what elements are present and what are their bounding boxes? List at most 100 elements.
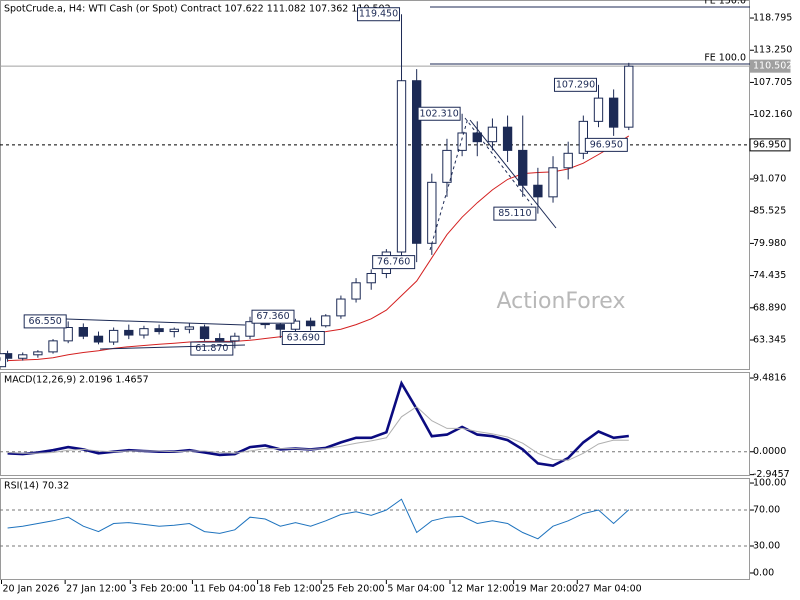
price-label: 59.870	[0, 355, 1, 366]
candle-body	[366, 272, 376, 284]
price-label-box	[0, 353, 7, 368]
rsi-panel	[0, 478, 750, 580]
trend-line	[429, 117, 469, 251]
candle-body	[321, 315, 331, 327]
panel-title: MACD(12,26,9) 2.0196 1.4657	[4, 375, 149, 386]
candle-body	[563, 152, 573, 169]
price-label: 66.550	[29, 316, 62, 327]
y-tick-label: 102.160	[753, 109, 792, 120]
candle-body	[533, 184, 543, 198]
candle-body	[108, 329, 119, 343]
y-tick-label: 107.705	[753, 77, 792, 88]
candle-body	[518, 149, 528, 186]
candle-body	[548, 167, 558, 198]
price-label-box	[23, 314, 67, 329]
level-label: 110.502	[753, 61, 792, 72]
candle-body	[18, 354, 28, 359]
candle-body	[608, 97, 619, 128]
candle-body	[154, 328, 164, 333]
trend-line	[464, 117, 533, 206]
candle-body	[487, 126, 498, 143]
candle-body	[78, 326, 88, 337]
panel-title: RSI(14) 70.32	[4, 481, 69, 492]
indicator-line	[7, 498, 630, 540]
price-label-box	[281, 331, 325, 346]
macd-panel	[0, 372, 750, 476]
x-tick-label: 25 Feb 20:00	[322, 584, 384, 595]
y-tick-label: 30.00	[753, 541, 780, 552]
candle-body	[124, 329, 134, 336]
candle-body	[184, 326, 195, 330]
fibo-label: FE 150.0	[704, 0, 746, 7]
watermark: ActionForex	[497, 289, 626, 314]
candle-body	[63, 326, 73, 342]
candle-body	[593, 97, 604, 122]
price-label-box	[493, 206, 537, 221]
price-label-box	[357, 7, 401, 22]
channel-line	[99, 344, 246, 350]
level-label: 96.950	[753, 139, 786, 150]
trend-line	[469, 119, 557, 229]
y-tick-label: 113.250	[753, 45, 792, 56]
price-label: 107.290	[556, 79, 595, 90]
x-tick-label: 5 Mar 04:00	[387, 584, 444, 595]
candle-body	[351, 282, 361, 300]
candle-body	[33, 351, 43, 356]
x-tick-label: 18 Feb 12:00	[259, 584, 321, 595]
price-label: 119.450	[359, 9, 398, 20]
price-label-box	[584, 137, 628, 152]
price-label: 85.110	[498, 208, 531, 219]
y-tick-label: 9.4816	[753, 373, 786, 384]
candle-body	[472, 132, 482, 143]
candle-body	[442, 149, 452, 183]
price-label-box	[417, 106, 461, 121]
trend-lines	[65, 117, 557, 350]
y-tick-label: 68.890	[753, 302, 786, 313]
x-tick-label: 27 Mar 04:00	[578, 584, 641, 595]
x-tick-label: 12 Mar 12:00	[451, 584, 514, 595]
x-tick-label: 27 Jan 12:00	[66, 584, 126, 595]
y-tick-label: 0.0000	[753, 446, 786, 457]
price-label-box	[251, 309, 295, 324]
candle-body	[502, 126, 513, 151]
y-tick-label: 74.435	[753, 270, 786, 281]
candle-body	[412, 80, 422, 244]
candle-body	[336, 298, 346, 317]
y-tick-label: 118.795	[753, 13, 792, 24]
y-tick-label: 0.00	[753, 567, 774, 578]
price-label: 76.760	[377, 257, 410, 268]
candle-body	[578, 120, 589, 154]
candle-body	[396, 80, 407, 253]
candle-body	[139, 328, 149, 336]
candle-body	[199, 326, 210, 340]
candle-body	[290, 320, 301, 330]
candle-body	[93, 335, 104, 343]
chart-title: SpotCrude.a, H4: WTI Cash (or Spot) Cont…	[4, 4, 391, 15]
x-tick-label: 3 Feb 20:00	[131, 584, 187, 595]
price-label: 63.690	[287, 333, 320, 344]
y-tick-label: 85.525	[753, 206, 786, 217]
candle-body	[305, 320, 316, 327]
x-tick-label: 11 Feb 04:00	[193, 584, 255, 595]
indicator-line	[7, 406, 629, 461]
fibo-label: FE 100.0	[704, 53, 746, 64]
y-tick-label: 79.980	[753, 238, 786, 249]
candle-body	[169, 328, 179, 333]
candle-body	[427, 181, 437, 244]
channel-line	[65, 318, 246, 326]
price-label-box	[553, 77, 597, 92]
price-label: 96.950	[590, 139, 623, 150]
candle-body	[275, 324, 285, 330]
level-label-box	[749, 138, 791, 152]
candle-body	[215, 338, 225, 342]
candle-body	[230, 335, 240, 342]
candle-body	[48, 340, 58, 353]
y-tick-label: 63.345	[753, 335, 786, 346]
level-label-box	[749, 59, 791, 73]
price-label: 102.310	[419, 108, 458, 119]
y-tick-label: 91.070	[753, 174, 786, 185]
price-label: 61.870	[195, 343, 228, 354]
price-panel	[0, 0, 750, 370]
